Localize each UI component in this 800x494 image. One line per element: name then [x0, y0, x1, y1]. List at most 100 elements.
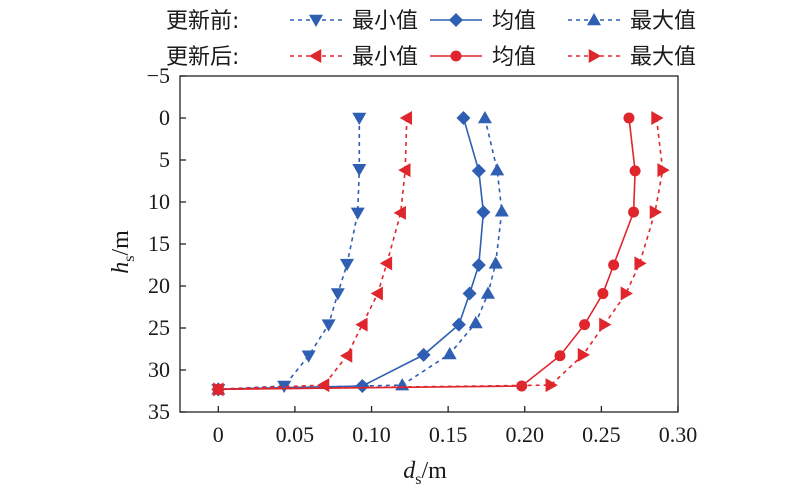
plot-frame — [179, 75, 679, 413]
data-point — [597, 288, 609, 300]
axis-titles: ds/m hs/m — [108, 230, 447, 488]
y-axis-title-main: h — [108, 262, 134, 274]
x-tick-label: 0.15 — [429, 422, 468, 447]
series-before-triangle-down — [211, 112, 367, 397]
data-point — [321, 319, 336, 332]
data-point — [490, 163, 505, 176]
x-tick-label: 0.10 — [352, 422, 391, 447]
y-tick-label: 35 — [148, 399, 170, 424]
axes: 0 0.05 0.10 0.15 0.20 0.25 0.30 −5 0 5 10 15 20 25 30 3… — [147, 63, 698, 447]
data-point — [340, 348, 353, 363]
data-point — [471, 163, 486, 178]
legend-marker — [587, 13, 601, 26]
data-point — [352, 163, 367, 177]
legend-group-label-after: 更新后: — [166, 45, 239, 70]
y-axis-title-sub: s — [121, 256, 138, 262]
data-point — [608, 259, 620, 271]
legend-marker — [588, 49, 601, 63]
data-point — [301, 350, 316, 363]
data-point — [442, 347, 457, 360]
y-tick-label: 20 — [148, 273, 170, 298]
y-tick-label: 5 — [159, 147, 170, 172]
series-line — [218, 117, 664, 391]
legend-entry-label: 最小值 — [352, 9, 418, 34]
data-point — [599, 317, 612, 332]
data-point — [317, 378, 330, 393]
y-tick-label: 10 — [148, 189, 170, 214]
y-tick-label: −5 — [147, 63, 170, 88]
x-axis-title: ds/m — [403, 458, 447, 488]
legend-group-label-before: 更新前: — [166, 9, 239, 34]
data-point — [476, 205, 491, 220]
y-tick-label: 15 — [148, 231, 170, 256]
x-axis-title-sub: s — [415, 471, 421, 488]
legend-entry-label: 均值 — [492, 9, 536, 34]
x-tick-label: 0.05 — [276, 422, 315, 447]
data-point — [651, 111, 664, 125]
data-point — [657, 163, 670, 178]
x-tick-label: 0.20 — [506, 422, 545, 447]
legend-entry-label: 均值 — [492, 45, 536, 70]
data-point — [488, 256, 503, 269]
data-point — [623, 112, 635, 124]
data-point — [451, 317, 466, 332]
data-point — [370, 286, 383, 301]
data-point — [456, 111, 471, 125]
x-axis-title-main: d — [403, 458, 416, 484]
data-point — [634, 256, 647, 271]
data-point — [577, 347, 590, 362]
data-point — [395, 378, 410, 391]
series-line — [218, 117, 636, 391]
x-axis-title-unit: /m — [421, 458, 447, 484]
data-point — [379, 256, 393, 271]
plot-area — [211, 111, 670, 397]
data-point — [629, 165, 641, 177]
data-point — [416, 347, 431, 362]
y-axis-title-unit: /m — [108, 230, 134, 256]
x-tick-label: 0.30 — [659, 422, 698, 447]
y-tick-label: 30 — [148, 357, 170, 382]
x-tick-label: 0.25 — [582, 422, 621, 447]
x-tick-label: 0 — [213, 422, 224, 447]
data-point — [494, 204, 509, 217]
legend-entry-label: 最大值 — [630, 9, 696, 34]
data-point — [471, 258, 486, 272]
series-before-diamond — [211, 111, 491, 397]
data-point — [649, 205, 663, 220]
data-point — [554, 350, 566, 362]
legend-marker — [309, 14, 323, 27]
y-tick-label: 0 — [159, 105, 170, 130]
legend-entry-label: 最大值 — [630, 45, 696, 70]
series-after-triangle-right — [213, 111, 670, 397]
data-point — [462, 286, 477, 301]
data-point — [579, 319, 591, 331]
data-point — [393, 205, 406, 220]
series-line — [218, 117, 408, 391]
data-point — [398, 163, 411, 178]
data-point — [330, 288, 345, 301]
y-axis-title: hs/m — [108, 230, 138, 274]
legend-marker — [450, 50, 462, 62]
data-point — [468, 315, 483, 329]
data-point — [477, 111, 492, 124]
data-point — [213, 382, 226, 397]
series-after-circle — [212, 112, 641, 395]
data-point — [350, 207, 365, 220]
data-point — [277, 380, 292, 393]
series-line — [218, 118, 361, 391]
data-point — [340, 258, 355, 272]
legend-marker — [309, 49, 322, 63]
data-point — [480, 286, 495, 299]
y-tick-label: 25 — [148, 315, 170, 340]
data-point — [352, 112, 367, 125]
legend-entry-label: 最小值 — [352, 45, 418, 70]
data-point — [399, 111, 413, 125]
data-point — [355, 317, 368, 332]
data-point — [628, 206, 640, 218]
data-point — [545, 378, 558, 393]
data-point — [620, 286, 633, 301]
legend-marker — [449, 13, 463, 27]
